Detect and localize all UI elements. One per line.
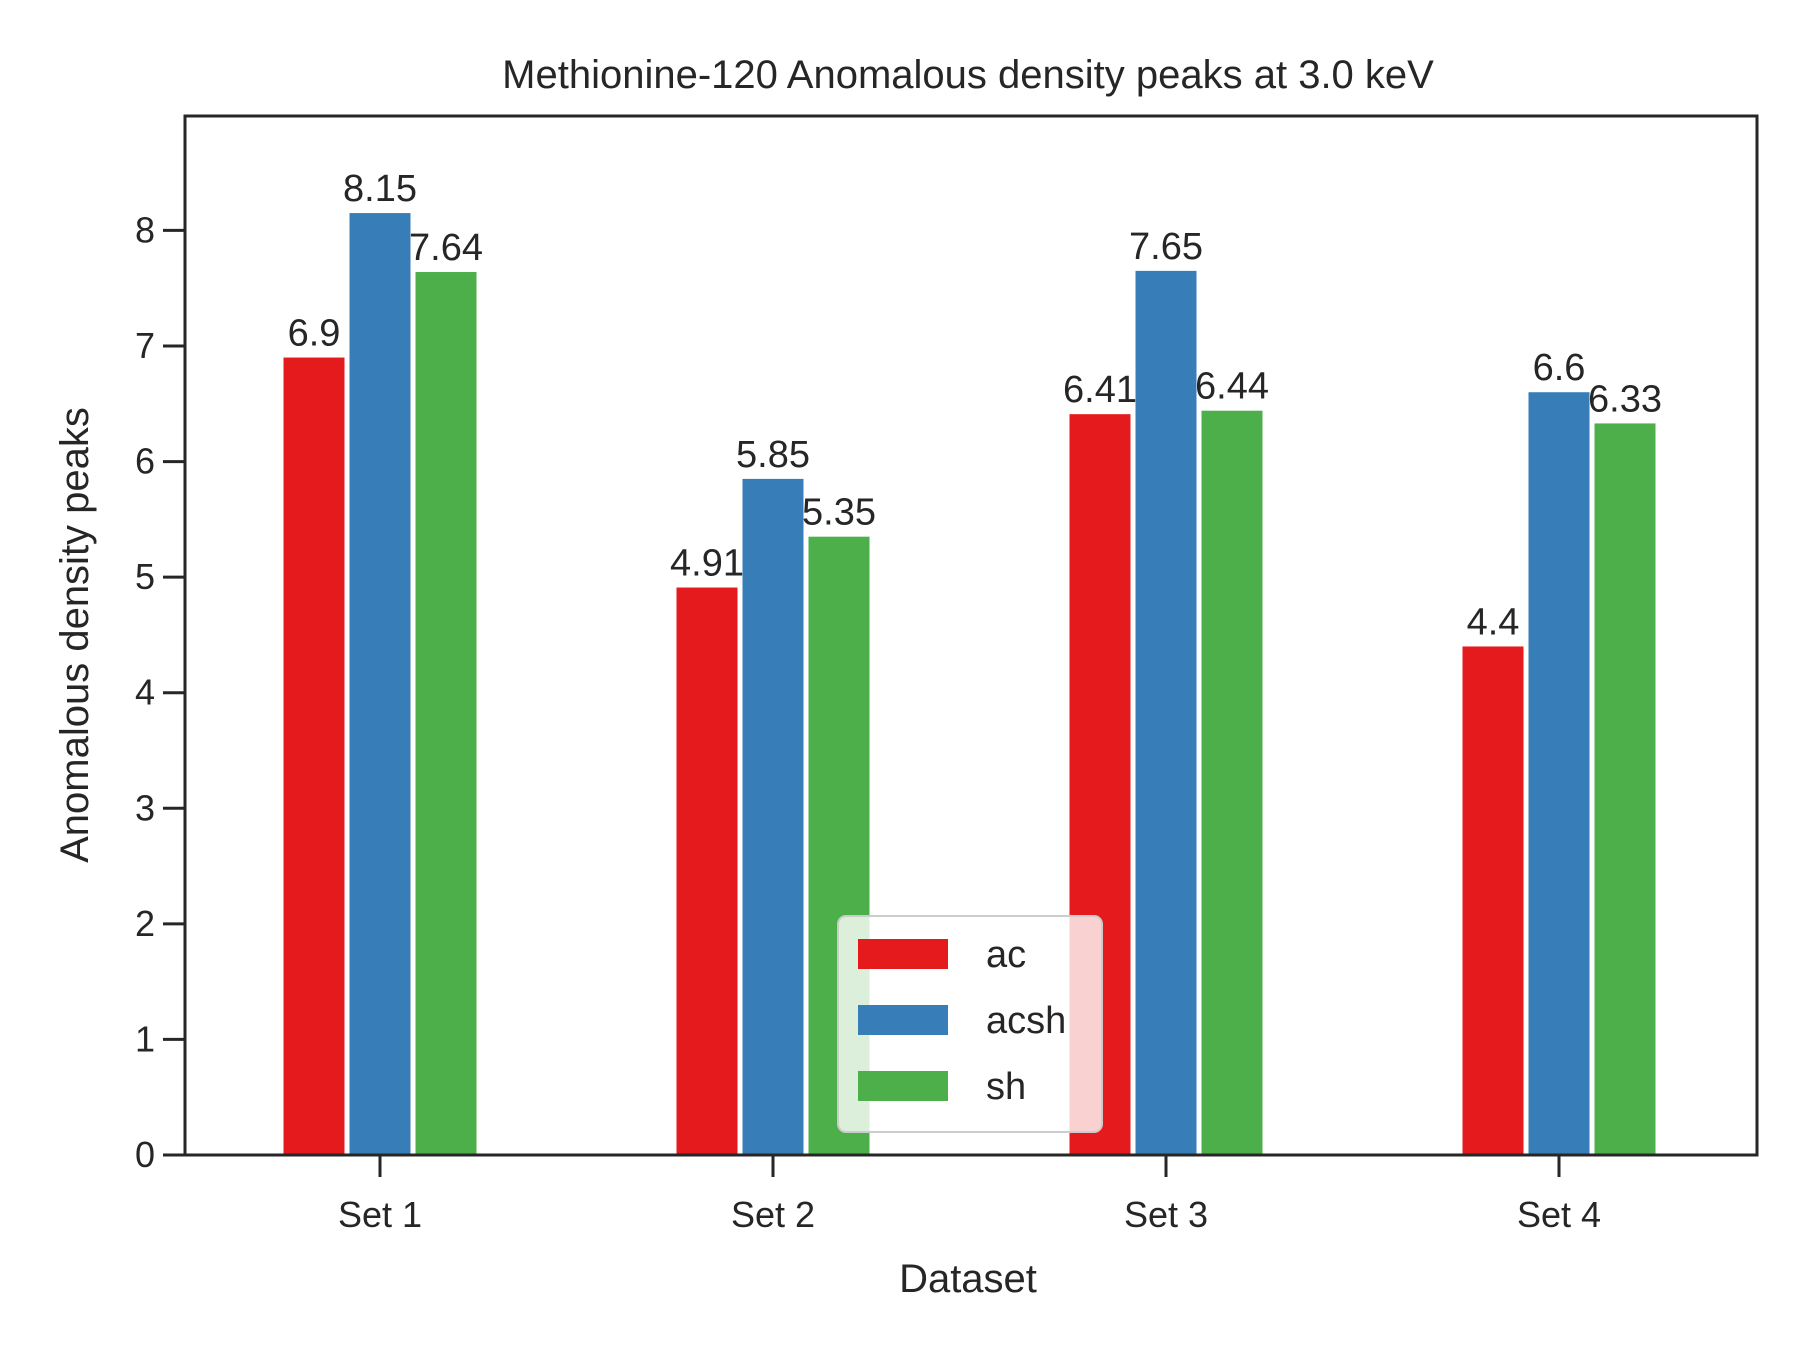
plot-frame bbox=[183, 114, 1759, 1157]
legend-label-sh: sh bbox=[986, 1066, 1026, 1108]
data-label-acsh-set-2: 5.85 bbox=[736, 434, 810, 476]
bar-acsh-set-2 bbox=[742, 478, 804, 1155]
data-label-ac-set-2: 4.91 bbox=[670, 543, 744, 585]
y-tick-label: 7 bbox=[135, 325, 155, 366]
data-label-ac-set-1: 6.9 bbox=[288, 313, 341, 355]
data-label-acsh-set-1: 8.15 bbox=[343, 168, 417, 210]
legend-label-ac: ac bbox=[986, 934, 1026, 976]
y-tick-label: 0 bbox=[135, 1134, 155, 1175]
data-label-sh-set-4: 6.33 bbox=[1588, 378, 1662, 420]
y-tick-label: 4 bbox=[135, 672, 155, 713]
y-tick-label: 1 bbox=[135, 1018, 155, 1059]
bar-acsh-set-1 bbox=[349, 213, 411, 1156]
x-tick-label: Set 2 bbox=[731, 1194, 815, 1235]
data-label-ac-set-3: 6.41 bbox=[1063, 369, 1137, 411]
bars-layer bbox=[283, 213, 1656, 1156]
y-tick-label: 2 bbox=[135, 903, 155, 944]
legend: ac acsh sh bbox=[837, 915, 1103, 1133]
bar-ac-set-1 bbox=[283, 357, 345, 1156]
data-label-acsh-set-4: 6.6 bbox=[1533, 347, 1586, 389]
bar-sh-set-4 bbox=[1594, 423, 1656, 1155]
legend-swatch-sh bbox=[858, 1071, 948, 1101]
y-tick-label: 5 bbox=[135, 556, 155, 597]
bar-acsh-set-3 bbox=[1135, 270, 1197, 1155]
legend-swatch-acsh bbox=[858, 1005, 948, 1035]
y-axis-title: Anomalous density peaks bbox=[53, 407, 97, 863]
bar-sh-set-1 bbox=[415, 272, 477, 1156]
bar-ac-set-4 bbox=[1462, 646, 1524, 1155]
data-labels-layer: 6.9 4.91 6.41 4.4 8.15 5.85 7.65 6.6 7.64 5.35 6.4… bbox=[288, 168, 1662, 643]
data-label-sh-set-3: 6.44 bbox=[1195, 366, 1269, 408]
data-label-acsh-set-3: 7.65 bbox=[1129, 226, 1203, 268]
data-label-sh-set-2: 5.35 bbox=[802, 492, 876, 534]
data-label-ac-set-4: 4.4 bbox=[1467, 601, 1520, 643]
axes-layer: 0 1 2 3 4 5 6 7 8 Set 1 Set 2 Set 3 Set 4 bbox=[135, 114, 1759, 1235]
y-tick-label: 8 bbox=[135, 209, 155, 250]
x-tick-label: Set 3 bbox=[1124, 1194, 1208, 1235]
x-tick-label: Set 4 bbox=[1517, 1194, 1601, 1235]
y-tick-label: 6 bbox=[135, 441, 155, 482]
legend-label-acsh: acsh bbox=[986, 1000, 1066, 1042]
y-tick-label: 3 bbox=[135, 787, 155, 828]
x-axis-title: Dataset bbox=[899, 1257, 1037, 1301]
x-tick-label: Set 1 bbox=[338, 1194, 422, 1235]
data-label-sh-set-1: 7.64 bbox=[409, 227, 483, 269]
chart-title: Methionine-120 Anomalous density peaks a… bbox=[502, 53, 1434, 97]
bar-sh-set-3 bbox=[1201, 410, 1263, 1155]
legend-swatch-ac bbox=[858, 939, 948, 969]
bar-ac-set-2 bbox=[676, 587, 738, 1155]
bar-acsh-set-4 bbox=[1528, 392, 1590, 1156]
